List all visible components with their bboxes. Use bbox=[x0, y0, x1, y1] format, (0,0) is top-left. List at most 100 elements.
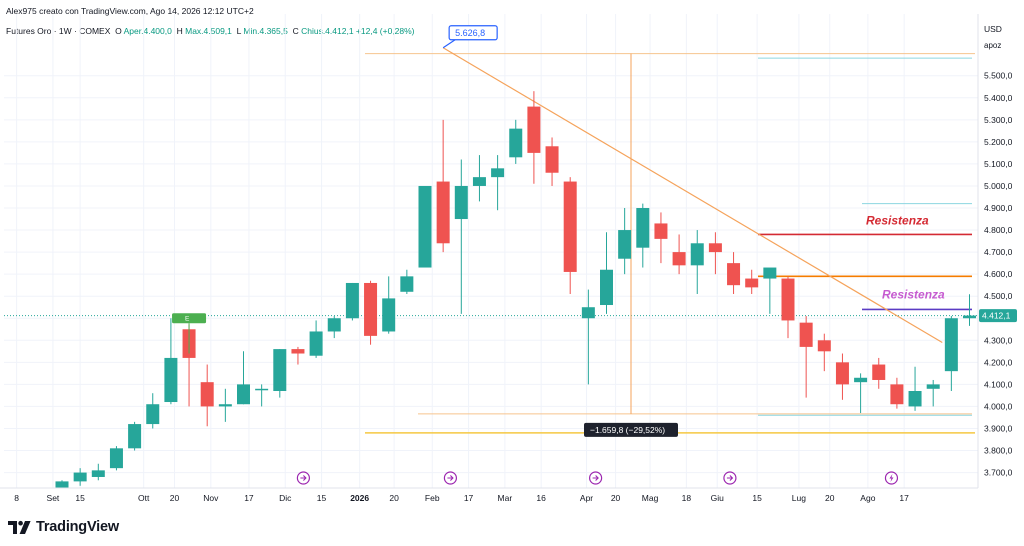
time-tick-label: Ago bbox=[860, 493, 875, 503]
candle-down bbox=[672, 234, 686, 275]
candle-up bbox=[763, 267, 777, 314]
event-marker[interactable] bbox=[443, 471, 458, 485]
candle-up bbox=[237, 351, 250, 405]
arrow-right-icon bbox=[300, 475, 307, 481]
candle-body bbox=[763, 267, 777, 279]
candle-up bbox=[128, 421, 142, 451]
current-price-label: 4.412,1 bbox=[982, 311, 1011, 321]
event-marker[interactable] bbox=[723, 471, 737, 485]
peak-label: 5.626,8 bbox=[455, 28, 485, 38]
candle-up bbox=[218, 388, 232, 422]
time-tick-label: 20 bbox=[389, 493, 399, 503]
candle-body bbox=[727, 263, 741, 286]
candle-down bbox=[817, 333, 831, 372]
candle-body bbox=[781, 278, 795, 321]
event-marker[interactable] bbox=[884, 471, 899, 485]
time-tick-label: Mag bbox=[642, 493, 659, 503]
price-tick-label: 3.800,0 bbox=[984, 446, 1013, 456]
candle-up bbox=[600, 232, 613, 314]
candle-body bbox=[835, 362, 849, 385]
resistance-label-lower[interactable]: Resistenza bbox=[882, 287, 945, 301]
close-value: Chius.4.412,1 bbox=[301, 26, 354, 36]
time-tick-label: Lug bbox=[792, 493, 806, 503]
candle-up bbox=[854, 373, 868, 414]
candle-body bbox=[708, 243, 722, 253]
price-tick-label: 5.000,0 bbox=[984, 181, 1013, 191]
candle-down bbox=[291, 346, 305, 365]
candle-up bbox=[345, 282, 359, 321]
candle-body bbox=[91, 470, 105, 477]
candle-up bbox=[382, 276, 396, 334]
price-axis[interactable]: 3.700,0 3.800,0 3.900,0 4.000,0 4.100,0 4.200… bbox=[984, 71, 1013, 478]
tradingview-logo-icon bbox=[8, 519, 32, 535]
candle-up bbox=[581, 289, 595, 385]
drop-measure-callout[interactable]: −1.659,8 (−29,52%) bbox=[584, 422, 678, 437]
price-tick-label: 5.400,0 bbox=[984, 93, 1013, 103]
candle-body bbox=[672, 252, 686, 266]
earnings-label: E bbox=[185, 316, 190, 323]
candle-up bbox=[690, 230, 704, 294]
candle-up bbox=[55, 480, 69, 488]
open-value: Aper.4.400,0 bbox=[123, 26, 172, 36]
candle-body bbox=[472, 177, 486, 186]
candle-body bbox=[854, 377, 868, 383]
price-tick-label: 4.500,0 bbox=[984, 291, 1013, 301]
candle-body bbox=[817, 340, 831, 352]
low-value: Min.4.365,5 bbox=[243, 26, 288, 36]
candle-up bbox=[273, 349, 287, 398]
time-tick-label: Set bbox=[47, 493, 60, 503]
candle-body bbox=[146, 404, 160, 425]
low-label: L bbox=[236, 26, 242, 36]
candle-body bbox=[364, 282, 378, 336]
candle-up bbox=[109, 446, 123, 471]
candle-down bbox=[835, 353, 849, 400]
time-tick-label: Giu bbox=[711, 493, 725, 503]
candle-up bbox=[509, 119, 523, 164]
peak-callout[interactable]: 5.626,8 bbox=[448, 25, 498, 41]
resistance-label-upper[interactable]: Resistenza bbox=[866, 213, 929, 227]
candle-body bbox=[527, 106, 541, 153]
close-label: C bbox=[292, 26, 299, 36]
candle-body bbox=[382, 298, 396, 332]
ohlc-legend: Futures Oro · 1W · COMEX O Aper.4.400,0 … bbox=[6, 26, 415, 36]
earnings-marker[interactable]: E bbox=[172, 313, 207, 324]
price-tick-label: 5.300,0 bbox=[984, 115, 1013, 125]
candle-up bbox=[491, 155, 505, 211]
unit-label: apoz bbox=[984, 41, 1001, 50]
candle-up bbox=[618, 208, 632, 275]
high-value: Max.4.509,1 bbox=[185, 26, 232, 36]
candle-down bbox=[563, 177, 577, 294]
candle-body bbox=[509, 128, 523, 158]
candle-body bbox=[291, 349, 305, 354]
candle-up bbox=[146, 393, 160, 429]
credit-line: Alex975 creato con TradingView.com, Ago … bbox=[6, 6, 254, 16]
price-tick-label: 4.800,0 bbox=[984, 225, 1013, 235]
time-axis[interactable]: 8 Set 15 Ott 20 Nov 17 Dic 15 2026 20 Feb 17 Mar 16 Apr… bbox=[14, 493, 909, 503]
candle-body bbox=[690, 243, 704, 266]
candle-up bbox=[400, 269, 414, 294]
event-marker[interactable] bbox=[296, 471, 310, 485]
time-tick-label: 18 bbox=[682, 493, 692, 503]
arrow-right-icon bbox=[592, 475, 599, 481]
candle-body bbox=[164, 357, 178, 403]
candle-body bbox=[563, 181, 577, 272]
tradingview-logo[interactable]: TradingView bbox=[8, 516, 119, 538]
time-tick-label: Ott bbox=[138, 493, 150, 503]
candle-body bbox=[237, 384, 250, 405]
time-tick-label: 20 bbox=[611, 493, 621, 503]
candle-down bbox=[727, 252, 741, 294]
time-tick-label: 20 bbox=[170, 493, 180, 503]
candle-body bbox=[128, 424, 142, 449]
symbol-name[interactable]: Futures Oro · 1W · COMEX bbox=[6, 26, 111, 36]
event-marker[interactable] bbox=[589, 471, 603, 485]
time-tick-label: 17 bbox=[244, 493, 254, 503]
time-tick-label: Dic bbox=[279, 493, 292, 503]
time-tick-label: 2026 bbox=[350, 493, 369, 503]
time-tick-label: Mar bbox=[498, 493, 513, 503]
candle-body bbox=[745, 278, 759, 288]
candle-body bbox=[654, 223, 668, 239]
candles bbox=[55, 91, 976, 488]
candle-body bbox=[963, 315, 976, 319]
time-tick-label: 15 bbox=[752, 493, 762, 503]
